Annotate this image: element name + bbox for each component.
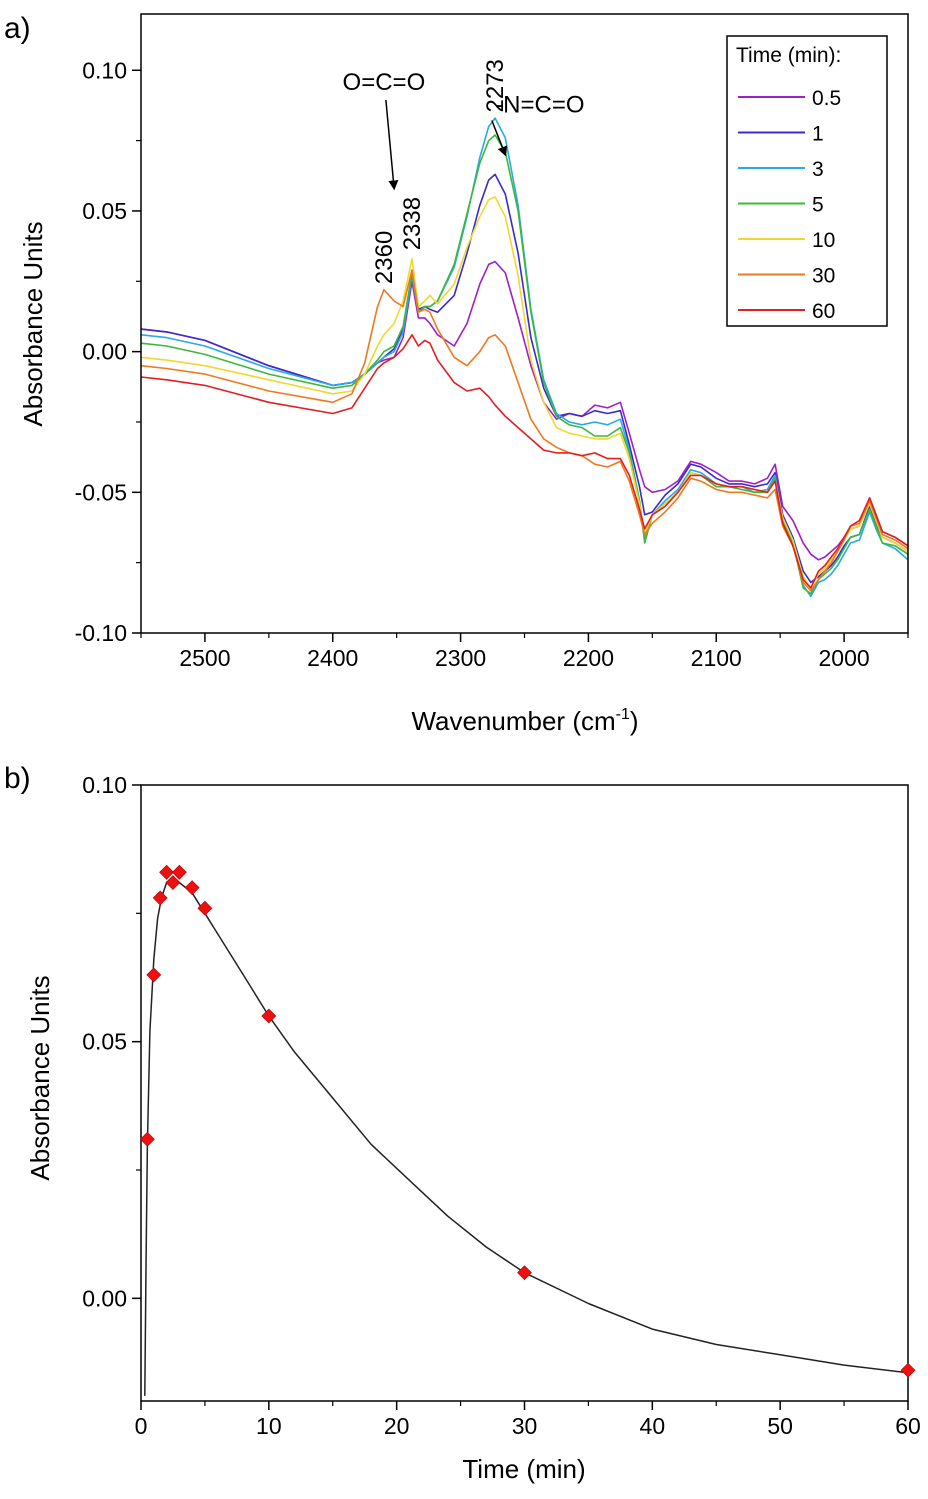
spectra-x-axis-title-superscript: -1 [616, 706, 630, 723]
legend-title: Time (min): [736, 44, 841, 67]
kinetics-axes [140, 784, 909, 1402]
kinetics-points-group [139, 864, 916, 1378]
kinetics-x-tick-label: 0 [135, 1413, 148, 1439]
legend-label-5: 5 [812, 194, 824, 217]
spectra-panel: a) 2500 2400 2300 2200 2100 2000 -0.10 -0.05 0.0… [4, 12, 909, 736]
kinetics-plot-frame [140, 784, 909, 1402]
data-point [184, 880, 200, 896]
spectra-x-axis-title-close: ) [630, 706, 639, 736]
kinetics-x-axis-title: Time (min) [462, 1454, 585, 1484]
spectra-y-tick-label: 0.00 [82, 339, 127, 365]
kinetics-y-tick-label: 0.00 [82, 1285, 127, 1311]
spectra-y-tick-label: -0.05 [75, 479, 127, 505]
legend-label-10: 10 [812, 229, 835, 252]
kinetics-x-tick-label: 10 [256, 1413, 282, 1439]
legend-label-3: 3 [812, 158, 824, 181]
legend-box [726, 35, 888, 327]
spectra-y-axis-title: Absorbance Units [18, 221, 48, 426]
legend-label-60: 60 [812, 300, 835, 323]
data-point [900, 1362, 916, 1378]
spectrum-line-30 [140, 269, 909, 592]
spectrum-line-60 [140, 333, 909, 589]
spectra-x-tick-label: 2200 [563, 645, 614, 671]
kinetics-ticks: 0 10 20 30 40 50 60 0.00 0.05 0.10 [82, 772, 921, 1439]
spectrum-line-10 [140, 196, 909, 589]
data-point [165, 875, 181, 890]
kinetics-x-tick-label: 50 [767, 1413, 793, 1439]
legend: Time (min): 0.5 1 3 5 10 30 60 [726, 35, 888, 327]
spectra-x-tick-label: 2100 [691, 645, 742, 671]
kinetics-x-tick-label: 30 [512, 1413, 538, 1439]
data-point [146, 967, 162, 983]
annotation-arrow [491, 120, 508, 157]
spectra-x-axis-title-main: Wavenumber (cm [411, 706, 615, 736]
kinetics-y-tick-label: 0.05 [82, 1029, 127, 1055]
panel-b-label: b) [4, 762, 31, 795]
legend-label-1: 1 [812, 123, 824, 146]
fit-curve [144, 876, 909, 1396]
data-point [139, 1131, 155, 1147]
spectra-x-tick-label: 2500 [179, 645, 230, 671]
spectra-y-tick-label: 0.10 [82, 57, 127, 83]
peak-label-2273: 2273 [482, 59, 509, 112]
spectra-y-tick-label: -0.10 [75, 620, 127, 646]
annotation-O-C-O: O=C=O [343, 69, 426, 96]
kinetics-x-tick-label: 20 [384, 1413, 410, 1439]
spectrum-line-5 [140, 134, 909, 595]
peak-label-2360: 2360 [371, 231, 398, 284]
spectra-x-tick-label: 2400 [307, 645, 358, 671]
legend-label-0-5: 0.5 [812, 87, 841, 110]
data-point [152, 890, 168, 906]
kinetics-x-tick-label: 40 [640, 1413, 666, 1439]
data-point [197, 900, 213, 916]
kinetics-panel: b) 0 10 20 30 40 50 60 0.00 0.05 0.10 Absorbance … [4, 762, 921, 1484]
kinetics-y-tick-label: 0.10 [82, 772, 127, 798]
spectrum-line-0-5 [140, 260, 909, 561]
spectra-x-axis-title: Wavenumber (cm-1) [411, 706, 638, 736]
legend-items: 0.5 1 3 5 10 30 60 [738, 87, 841, 323]
peak-label-2338: 2338 [399, 197, 426, 250]
spectra-y-tick-label: 0.05 [82, 198, 127, 224]
kinetics-x-tick-label: 60 [895, 1413, 921, 1439]
kinetics-fit-group [144, 876, 909, 1396]
data-point [159, 864, 174, 880]
spectra-x-tick-label: 2300 [435, 645, 486, 671]
spectrum-line-3 [140, 117, 909, 598]
spectra-ticks: 2500 2400 2300 2200 2100 2000 -0.10 -0.05 0.00 0.… [75, 57, 909, 671]
spectra-series-group [140, 117, 909, 598]
data-point [517, 1265, 532, 1281]
spectra-x-tick-label: 2000 [818, 645, 869, 671]
annotation-N-C-O: -N=C=O [495, 91, 584, 118]
data-point [171, 864, 187, 880]
data-point [261, 1008, 277, 1024]
kinetics-y-axis-title: Absorbance Units [25, 975, 55, 1180]
legend-label-30: 30 [812, 265, 835, 288]
panel-a-label: a) [4, 12, 31, 45]
annotation-arrow [385, 99, 399, 191]
